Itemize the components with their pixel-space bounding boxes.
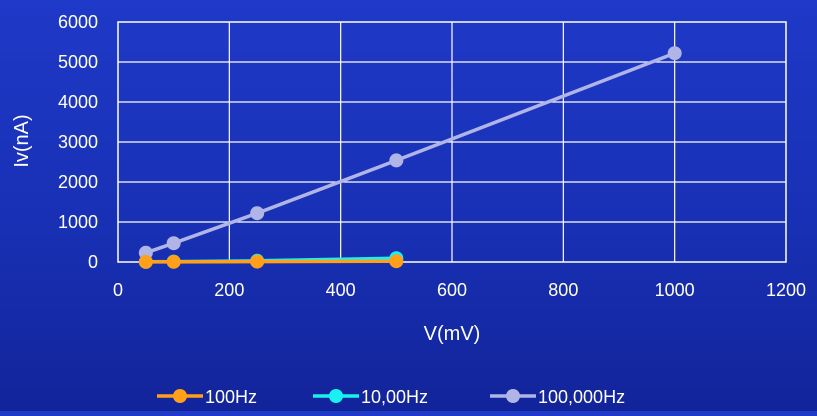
legend-swatch-marker <box>173 389 187 403</box>
legend-label: 10,00Hz <box>361 387 428 407</box>
x-tick-label: 1200 <box>766 280 806 300</box>
legend-label: 100,000Hz <box>538 387 625 407</box>
data-point <box>389 254 404 269</box>
y-tick-label: 5000 <box>58 52 98 72</box>
x-axis-title: V(mV) <box>424 323 481 345</box>
y-tick-label: 3000 <box>58 132 98 152</box>
series-layer <box>138 46 682 269</box>
x-tick-label: 400 <box>326 280 356 300</box>
series-line <box>145 51 676 255</box>
data-point <box>166 254 181 269</box>
series-100hz <box>138 254 404 269</box>
series-100-000hz <box>138 46 682 260</box>
legend: 100Hz 10,00Hz 100,000Hz <box>157 387 625 407</box>
y-tick-label: 6000 <box>58 12 98 32</box>
x-tick-label: 200 <box>214 280 244 300</box>
x-tick-label: 600 <box>437 280 467 300</box>
data-point <box>667 46 682 61</box>
y-tick-label: 0 <box>88 252 98 272</box>
legend-item: 10,00Hz <box>313 387 428 407</box>
legend-item: 100Hz <box>157 387 257 407</box>
legend-label: 100Hz <box>205 387 257 407</box>
y-axis-title: Iv(nA) <box>11 114 33 167</box>
legend-item: 100,000Hz <box>490 387 625 407</box>
data-point <box>138 254 153 269</box>
y-tick-label: 4000 <box>58 92 98 112</box>
data-point <box>250 206 265 221</box>
x-tick-label: 0 <box>113 280 123 300</box>
legend-swatch-marker <box>506 389 520 403</box>
data-point <box>250 254 265 269</box>
data-point <box>166 236 181 251</box>
y-tick-label: 2000 <box>58 172 98 192</box>
legend-swatch-marker <box>329 389 343 403</box>
data-point <box>389 153 404 168</box>
x-tick-label: 800 <box>548 280 578 300</box>
x-tick-label: 1000 <box>655 280 695 300</box>
series-line <box>145 259 397 264</box>
gridlines <box>118 22 786 262</box>
tick-labels: 0 1000 2000 3000 4000 5000 6000 0 200 400 600 800 10… <box>58 12 806 300</box>
y-tick-label: 1000 <box>58 212 98 232</box>
